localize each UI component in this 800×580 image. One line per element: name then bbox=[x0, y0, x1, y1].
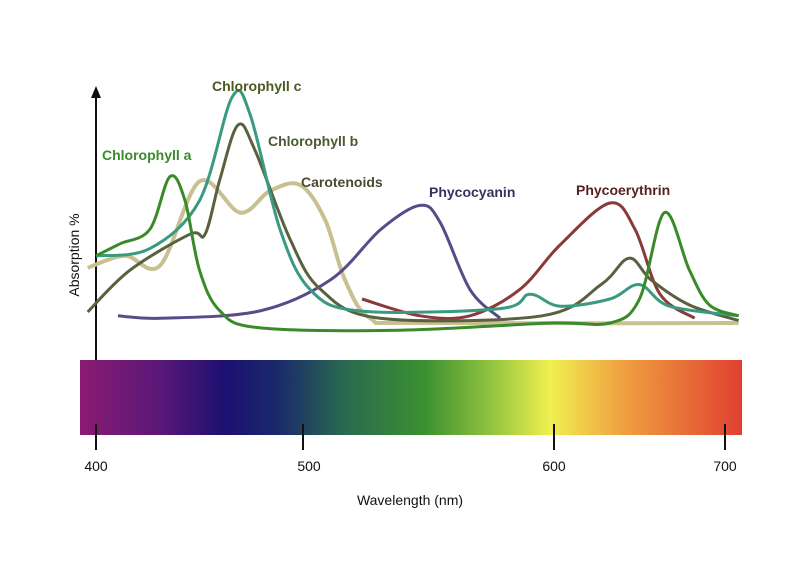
series-label-phycocyanin: Phycocyanin bbox=[429, 184, 515, 200]
x-tick-label: 500 bbox=[297, 458, 321, 474]
series-label-phycoerythrin: Phycoerythrin bbox=[576, 182, 670, 198]
series-label-chlorophyll-c: Chlorophyll c bbox=[212, 78, 302, 94]
visible-spectrum-bar bbox=[80, 360, 742, 435]
series-label-carotenoids: Carotenoids bbox=[301, 174, 383, 190]
series-label-chlorophyll-b: Chlorophyll b bbox=[268, 133, 358, 149]
x-axis-label: Wavelength (nm) bbox=[357, 492, 463, 508]
x-tick-label: 400 bbox=[84, 458, 108, 474]
series-line-phycocyanin bbox=[117, 203, 502, 320]
x-tick-label: 600 bbox=[542, 458, 566, 474]
series-line-chlorophyll-c bbox=[95, 89, 739, 318]
series-line-chlorophyll-b bbox=[86, 122, 740, 323]
y-axis-arrow-icon bbox=[91, 86, 101, 98]
y-axis-label: Absorption % bbox=[66, 213, 82, 296]
series-line-phycoerythrin bbox=[361, 201, 696, 320]
series-label-chlorophyll-a: Chlorophyll a bbox=[102, 147, 192, 163]
x-tick-label: 700 bbox=[713, 458, 737, 474]
series-line-carotenoids bbox=[87, 178, 739, 326]
series-line-chlorophyll-a bbox=[95, 174, 740, 333]
